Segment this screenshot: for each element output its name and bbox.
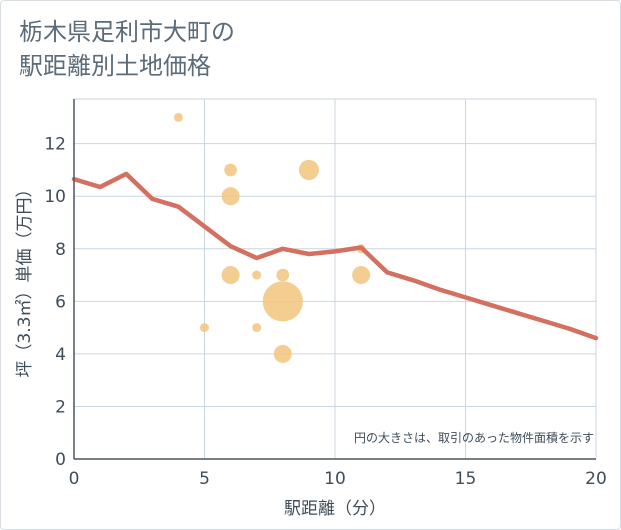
bubble-point-7	[276, 268, 290, 282]
x-tick-label-5: 5	[199, 469, 210, 489]
tick-labels: 0 5 10 15 20 0 2 4 6 8 10 12	[44, 135, 606, 489]
bubble-series	[173, 112, 371, 363]
y-axis-label: 坪（3.3㎡）単価（万円）	[15, 180, 35, 377]
x-tick-label-10: 10	[324, 469, 346, 489]
y-tick-label-4: 4	[55, 345, 66, 365]
y-tick-label-12: 12	[44, 135, 66, 155]
chart-title: 栃木県足利市大町の 駅距離別土地価格	[19, 15, 235, 83]
x-tick-label-20: 20	[585, 469, 607, 489]
grid-lines	[74, 98, 597, 459]
bubble-point-6	[252, 323, 262, 333]
y-tick-label-2: 2	[55, 397, 66, 417]
y-tick-label-6: 6	[55, 292, 66, 312]
y-tick-label-0: 0	[55, 450, 66, 470]
bubble-point-9	[273, 344, 292, 363]
bubble-size-note: 円の大きさは、取引のあった物件面積を示す	[354, 430, 594, 445]
y-tick-label-8: 8	[55, 240, 66, 260]
x-tick-label-15: 15	[455, 469, 477, 489]
chart-title-line-2: 駅距離別土地価格	[19, 52, 211, 80]
chart-title-line-1: 栃木県足利市大町の	[19, 18, 235, 46]
axes	[73, 99, 596, 460]
bubble-point-1	[200, 323, 209, 333]
bubble-point-8	[262, 281, 303, 322]
x-axis-label: 駅距離（分）	[284, 499, 386, 519]
bubble-point-5	[252, 270, 262, 280]
y-tick-label-10: 10	[44, 187, 66, 207]
bubble-point-3	[221, 187, 240, 206]
bubble-point-0	[173, 112, 183, 122]
bubble-point-4	[221, 266, 240, 285]
bubble-point-2	[224, 163, 237, 177]
trend-line	[71, 171, 599, 341]
bubble-point-12	[352, 266, 371, 285]
trend-line-series	[71, 171, 599, 341]
x-tick-label-0: 0	[69, 469, 80, 489]
bubble-point-10	[298, 159, 319, 181]
